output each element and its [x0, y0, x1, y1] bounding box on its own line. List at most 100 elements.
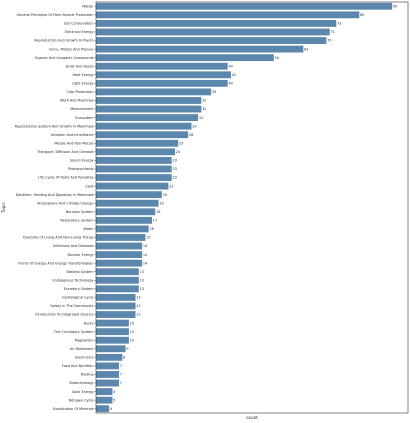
bar [96, 28, 330, 36]
bar [96, 285, 139, 293]
value-label: 20 [163, 193, 167, 197]
bar [96, 276, 139, 284]
category-label: Safety In The Community [50, 304, 93, 308]
value-label: 31 [199, 116, 203, 120]
bar [96, 311, 136, 318]
category-label: Heat Energy [73, 73, 94, 77]
bar [96, 71, 231, 79]
bar [96, 54, 274, 62]
category-label: Variation And Inheritance [50, 133, 93, 137]
bar [96, 302, 136, 310]
bar [96, 251, 143, 259]
value-label: 10 [130, 338, 134, 342]
value-label: 22 [169, 184, 173, 188]
value-label: 24 [176, 150, 180, 154]
category-label: Hydrological Cycle [62, 296, 93, 300]
category-label: Respiratory System [60, 219, 94, 223]
bar [96, 234, 146, 241]
value-label: 9 [126, 347, 128, 351]
bar [96, 319, 129, 327]
bar [96, 225, 149, 233]
bar [96, 371, 120, 378]
value-label: 41 [232, 73, 236, 77]
category-label: Atmosphere And Climate Change [37, 201, 93, 205]
value-label: 80 [360, 13, 364, 17]
value-label: 90 [393, 4, 397, 8]
value-label: 5 [113, 390, 115, 394]
value-label: 4 [110, 407, 112, 411]
value-label: 16 [149, 227, 153, 231]
category-label: Reproduction And Growth In Plants [34, 39, 93, 43]
category-label: Water [83, 227, 94, 231]
category-label: Skeletal System [66, 270, 94, 274]
bar [96, 131, 189, 139]
bar [96, 19, 337, 27]
category-label: Cells [85, 184, 93, 188]
category-label: Infections And Diseases [53, 244, 94, 248]
category-label: Reproductive System And Growth In Mammal… [15, 124, 94, 128]
category-label: The Circulatory System [53, 330, 94, 334]
category-label: Life Cycle Of Pests And Parasites [38, 176, 94, 180]
bar [96, 379, 120, 387]
bar [96, 165, 172, 173]
bar [96, 174, 172, 181]
value-label: 28 [189, 133, 193, 137]
value-label: 14 [143, 253, 147, 257]
value-label: 19 [159, 201, 163, 205]
value-label: 12 [136, 304, 140, 308]
bar [96, 242, 143, 250]
value-label: 54 [275, 56, 279, 60]
category-label: Nervous System [66, 210, 94, 214]
category-label: Organic And Inorganic Compounds [35, 56, 94, 60]
value-label: 23 [172, 176, 176, 180]
y-axis-title: Topic [1, 202, 6, 214]
bar [96, 122, 192, 130]
value-label: 12 [136, 296, 140, 300]
bar [96, 156, 172, 164]
bar [96, 11, 360, 19]
category-label: Solar Energy [72, 390, 94, 394]
category-label: Magnetism [75, 338, 94, 342]
bar [96, 139, 179, 147]
value-label: 14 [143, 261, 147, 265]
value-label: 17 [153, 219, 157, 223]
bar [96, 2, 393, 10]
value-label: 35 [212, 90, 216, 94]
category-label: Endogenous Technology [53, 278, 94, 282]
category-label: Work And Machines [60, 99, 94, 103]
bar [96, 37, 327, 44]
category-label: Excretory System [64, 287, 95, 291]
value-label: 7 [120, 373, 122, 377]
category-label: Photosynthesis [68, 167, 94, 171]
value-label: 32 [202, 107, 206, 111]
bar [96, 45, 304, 53]
category-label: Light Energy [72, 82, 93, 86]
category-label: Electrical Energy [65, 30, 94, 34]
category-label: Nuclear Energy [68, 253, 94, 257]
bar [96, 345, 126, 353]
value-labels-group: 9080737170635440414035323231292825242323… [110, 4, 397, 410]
category-label: Diversity Of Living And Non-Living Thing… [23, 236, 94, 240]
bar [96, 114, 199, 122]
bar [96, 388, 113, 396]
value-label: 10 [130, 321, 134, 325]
bar [96, 182, 169, 190]
category-label: Exploitation Of Minerals [53, 407, 94, 411]
category-label: Biotechnology [69, 381, 93, 385]
value-label: 25 [179, 141, 183, 145]
category-label: Sound Energy [70, 159, 94, 163]
bar [96, 268, 139, 276]
x-axis-title: count [246, 415, 258, 420]
value-label: 14 [143, 244, 147, 248]
bar [96, 208, 156, 216]
value-label: 70 [327, 39, 331, 43]
bar [96, 328, 129, 336]
value-label: 23 [172, 167, 176, 171]
category-label: Transport, Diffusion And Osmosis [36, 150, 93, 154]
value-label: 7 [120, 381, 122, 385]
bars-group [96, 2, 393, 413]
category-label: Food And Nutrition [62, 364, 94, 368]
value-label: 5 [113, 398, 115, 402]
bar [96, 88, 212, 96]
